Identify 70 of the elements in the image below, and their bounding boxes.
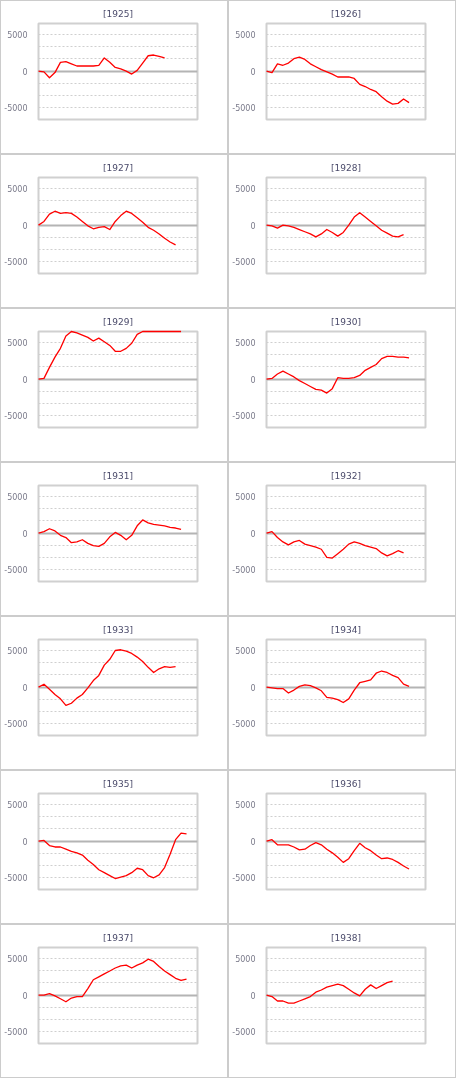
y-tick-label: 0 (250, 375, 256, 385)
y-tick-label: 5000 (235, 954, 256, 964)
line-series (37, 832, 188, 880)
y-tick-label: -5000 (232, 874, 256, 884)
y-tick-label: -5000 (4, 566, 28, 576)
line-series (37, 958, 188, 1003)
y-tick-label: 5000 (7, 492, 28, 502)
y-tick-label: 5000 (235, 646, 256, 656)
y-tick-label: -5000 (4, 1028, 28, 1038)
y-tick-label: -5000 (232, 566, 256, 576)
y-tick-label: 5000 (7, 954, 28, 964)
y-tick-label: 0 (250, 529, 256, 539)
y-tick-label: 0 (22, 837, 28, 847)
y-tick-label: -5000 (232, 104, 256, 114)
line-series (37, 519, 182, 547)
y-tick-label: 0 (250, 837, 256, 847)
y-tick-label: -5000 (4, 720, 28, 730)
y-tick-label: 5000 (235, 492, 256, 502)
y-tick-label: -5000 (232, 258, 256, 268)
y-tick-label: 0 (22, 683, 28, 693)
y-tick-label: 0 (250, 221, 256, 231)
line-series (265, 670, 410, 704)
chart-title: [1926] (331, 8, 361, 19)
y-tick-label: 0 (250, 683, 256, 693)
y-tick-label: -5000 (232, 412, 256, 422)
y-tick-label: 0 (22, 375, 28, 385)
y-tick-label: 0 (22, 991, 28, 1001)
line-series (265, 212, 405, 238)
y-tick-label: 0 (22, 529, 28, 539)
chart-title: [1935] (103, 778, 133, 789)
line-series (265, 980, 394, 1004)
line-series (37, 649, 177, 707)
chart-title: [1930] (331, 316, 361, 327)
y-tick-label: -5000 (232, 1028, 256, 1038)
chart-title: [1929] (103, 316, 133, 327)
chart-title: [1934] (331, 624, 361, 635)
chart-title: [1936] (331, 778, 361, 789)
y-tick-label: -5000 (232, 720, 256, 730)
y-tick-label: 0 (250, 67, 256, 77)
y-tick-label: 0 (22, 67, 28, 77)
chart-title: [1928] (331, 162, 361, 173)
y-tick-label: 5000 (7, 338, 28, 348)
y-tick-label: 5000 (7, 184, 28, 194)
line-series (265, 56, 410, 105)
y-tick-label: -5000 (4, 412, 28, 422)
line-series (265, 839, 410, 870)
y-tick-label: 5000 (235, 338, 256, 348)
y-tick-label: 5000 (235, 184, 256, 194)
y-tick-label: 5000 (235, 800, 256, 810)
line-series (37, 54, 166, 79)
chart-title: [1937] (103, 932, 133, 943)
y-tick-label: 5000 (7, 30, 28, 40)
y-tick-label: 5000 (235, 30, 256, 40)
chart-title: [1933] (103, 624, 133, 635)
chart-title: [1931] (103, 470, 133, 481)
chart-title: [1932] (331, 470, 361, 481)
y-tick-label: -5000 (4, 104, 28, 114)
line-series (265, 355, 410, 394)
y-tick-label: 5000 (7, 800, 28, 810)
line-series (265, 531, 405, 559)
chart-title: [1925] (103, 8, 133, 19)
chart-title: [1938] (331, 932, 361, 943)
y-tick-label: 0 (22, 221, 28, 231)
y-tick-label: -5000 (4, 258, 28, 268)
line-series (37, 210, 177, 246)
chart-title: [1927] (103, 162, 133, 173)
line-series (37, 330, 182, 380)
y-tick-label: 5000 (7, 646, 28, 656)
y-tick-label: -5000 (4, 874, 28, 884)
y-tick-label: 0 (250, 991, 256, 1001)
